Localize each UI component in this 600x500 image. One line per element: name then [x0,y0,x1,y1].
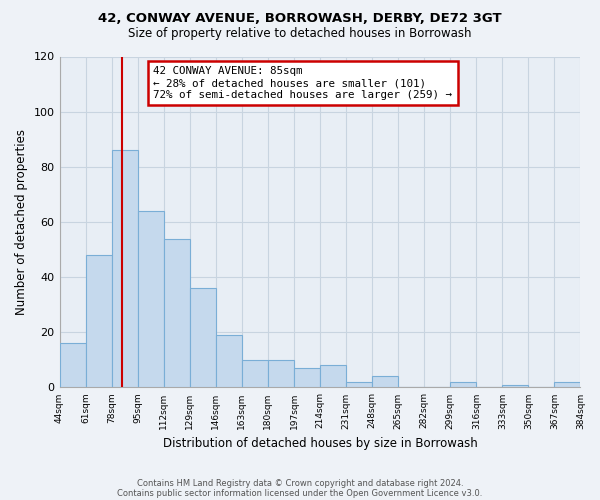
Text: 42 CONWAY AVENUE: 85sqm
← 28% of detached houses are smaller (101)
72% of semi-d: 42 CONWAY AVENUE: 85sqm ← 28% of detache… [154,66,452,100]
Bar [372,376,398,388]
Y-axis label: Number of detached properties: Number of detached properties [15,129,28,315]
Text: Contains public sector information licensed under the Open Government Licence v3: Contains public sector information licen… [118,488,482,498]
Bar [554,382,580,388]
Bar [242,360,268,388]
Text: Contains HM Land Registry data © Crown copyright and database right 2024.: Contains HM Land Registry data © Crown c… [137,478,463,488]
Bar [137,211,164,388]
Bar [450,382,476,388]
Text: 42, CONWAY AVENUE, BORROWASH, DERBY, DE72 3GT: 42, CONWAY AVENUE, BORROWASH, DERBY, DE7… [98,12,502,26]
Bar [59,344,86,388]
Bar [216,335,242,388]
Bar [190,288,216,388]
Bar [86,255,112,388]
X-axis label: Distribution of detached houses by size in Borrowash: Distribution of detached houses by size … [163,437,478,450]
Bar [268,360,294,388]
Bar [294,368,320,388]
Bar [164,238,190,388]
Bar [112,150,137,388]
Text: Size of property relative to detached houses in Borrowash: Size of property relative to detached ho… [128,28,472,40]
Bar [320,366,346,388]
Bar [346,382,372,388]
Bar [502,384,529,388]
